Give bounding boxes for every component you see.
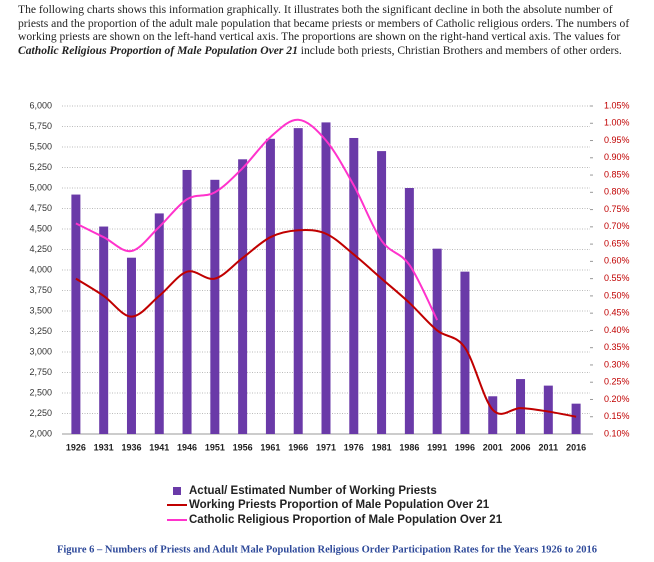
x-tick-label: 1996 [455,442,475,452]
y-tick-label: 3,750 [29,285,52,295]
y-tick-label: 6,000 [29,100,52,110]
bar [571,403,581,434]
y-tick-label: 5,000 [29,182,52,192]
y-tick-label: 3,000 [29,346,52,356]
y2-tick-label: 0.90% [604,152,630,162]
legend-swatch [173,487,181,495]
bar [516,379,526,434]
y-tick-label: 2,250 [29,408,52,418]
bar [349,137,359,435]
x-tick-label: 1931 [94,442,114,452]
intro-part: The following charts shows this informat… [18,3,630,44]
y-tick-label: 4,250 [29,244,52,254]
x-tick-label: 1986 [399,442,419,452]
x-tick-label: 1926 [66,442,86,452]
bar [154,213,164,434]
intro-text: The following charts shows this informat… [18,3,643,57]
y2-tick-label: 0.75% [604,204,630,214]
x-tick-label: 1971 [316,442,336,452]
line [75,229,577,418]
bar [238,159,248,435]
legend-label: Catholic Religious Proportion of Male Po… [189,514,503,526]
y2-tick-label: 0.50% [604,290,630,300]
y2-tick-label: 0.80% [604,187,630,197]
x-tick-label: 1981 [372,442,392,452]
x-tick-label: 1966 [288,442,308,452]
intro-part: include both priests, Christian Brothers… [297,43,622,57]
bar [99,226,109,434]
y-tick-label: 4,500 [29,223,52,233]
y-tick-label: 3,250 [29,326,52,336]
bar [293,128,303,434]
legend-label: Working Priests Proportion of Male Popul… [189,499,490,511]
x-tick-label: 1956 [233,442,253,452]
x-tick-label: 2006 [511,442,531,452]
y-tick-label: 2,750 [29,367,52,377]
x-tick-label: 2016 [566,442,586,452]
y-tick-label: 5,250 [29,162,52,172]
caption: Figure 6 – Numbers of Priests and Adult … [57,544,597,555]
y2-tick-label: 0.40% [604,325,630,335]
y2-tick-label: 0.60% [604,256,630,266]
bar [71,194,81,434]
x-tick-label: 1946 [177,442,197,452]
x-tick-label: 1976 [344,442,364,452]
x-tick-label: 1991 [427,442,447,452]
y2-tick-label: 0.25% [604,377,630,387]
bar [265,138,275,435]
bar [321,122,331,435]
x-tick-label: 2001 [483,442,503,452]
y2-tick-label: 1.05% [604,100,630,110]
y2-tick-label: 0.30% [604,359,630,369]
x-tick-label: 1951 [205,442,225,452]
line [75,118,439,321]
bar [210,179,220,434]
y2-tick-label: 0.20% [604,394,630,404]
bar [182,169,192,434]
y2-tick-label: 0.10% [604,428,630,438]
y2-tick-label: 0.95% [604,135,630,145]
y-tick-label: 5,500 [29,141,52,151]
y-tick-label: 2,500 [29,387,52,397]
y2-tick-label: 0.85% [604,169,630,179]
y-tick-label: 4,000 [29,264,52,274]
y2-tick-label: 0.55% [604,273,630,283]
bar [488,396,498,434]
y-tick-label: 2,000 [29,428,52,438]
y2-tick-label: 0.65% [604,238,630,248]
x-tick-label: 1941 [149,442,169,452]
x-tick-label: 2011 [539,442,559,452]
y-tick-label: 3,500 [29,305,52,315]
legend-label: Actual/ Estimated Number of Working Prie… [189,485,437,497]
y2-tick-label: 1.00% [604,118,630,128]
bar [377,151,387,434]
intro-emphasis: Catholic Religious Proportion of Male Po… [18,43,298,57]
bar [126,257,136,434]
y2-tick-label: 0.70% [604,221,630,231]
y-tick-label: 4,750 [29,203,52,213]
bar [432,248,442,434]
x-tick-label: 1961 [260,442,280,452]
y2-tick-label: 0.15% [604,411,630,421]
bar [543,385,553,434]
y-tick-label: 5,750 [29,121,52,131]
y2-tick-label: 0.45% [604,308,630,318]
x-tick-label: 1936 [121,442,141,452]
bar [404,188,414,434]
bar [460,271,470,434]
y2-tick-label: 0.35% [604,342,630,352]
